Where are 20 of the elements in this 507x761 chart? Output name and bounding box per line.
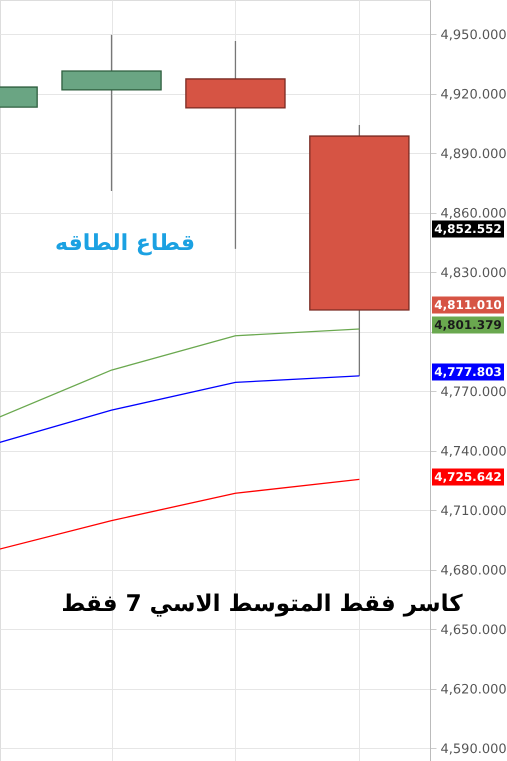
text: 4,852.552 (434, 222, 502, 236)
text: 4,725.642 (434, 470, 502, 484)
y-tick-label: 4,620.000 (440, 682, 507, 698)
y-tick-label: 4,680.000 (440, 563, 507, 578)
y-tick-label: 4,890.000 (440, 146, 507, 162)
y-tick-label: 4,920.000 (440, 87, 507, 102)
candlestick (61, 34, 162, 192)
text: 4,801.379 (434, 318, 502, 332)
y-tick-label: 4,650.000 (440, 622, 507, 638)
y-tick-label: 4,860.000 (440, 206, 507, 222)
y-tick-label: 4,830.000 (440, 266, 507, 281)
y-tick-label: 4,740.000 (440, 444, 507, 460)
annotation: قطاع الطاقه (54, 231, 196, 256)
text: 4,777.803 (434, 365, 502, 379)
text: 4,811.010 (434, 298, 502, 312)
y-tick-label: 4,770.000 (440, 384, 507, 400)
annotation: كاسر فقط المتوسط الاسي 7 فقط (61, 591, 464, 617)
y-tick-label: 4,950.000 (440, 28, 507, 43)
y-tick-label: 4,710.000 (440, 504, 507, 519)
y-tick-label: 4,590.000 (440, 742, 507, 757)
